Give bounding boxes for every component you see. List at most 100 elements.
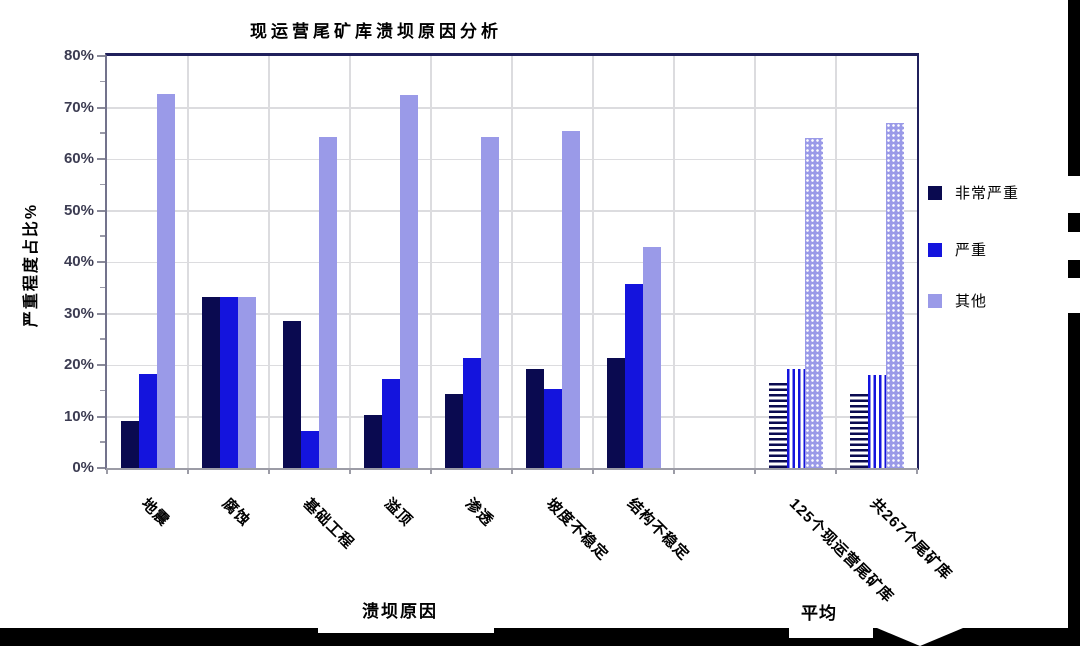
bar-series-1 xyxy=(867,375,886,468)
y-tick-mark xyxy=(97,55,105,57)
bar-series-1 xyxy=(138,374,157,468)
legend-swatch-severe xyxy=(928,242,942,257)
bar-series-0 xyxy=(363,414,382,468)
y-tick-label: 0% xyxy=(72,459,94,476)
bar-series-2 xyxy=(318,136,337,468)
legend-label: 其他 xyxy=(955,293,988,310)
gridline-vertical xyxy=(511,56,513,468)
x-tick-mark xyxy=(835,468,837,474)
y-tick-mark xyxy=(97,415,105,418)
bar-series-1 xyxy=(219,296,238,468)
y-tick-mark xyxy=(97,261,105,263)
bar-series-0 xyxy=(525,369,544,468)
bar-series-1 xyxy=(300,431,319,468)
bar-series-0 xyxy=(606,357,625,468)
x-tick-mark xyxy=(349,468,351,474)
bar-series-0 xyxy=(768,380,787,468)
y-tick-label: 20% xyxy=(63,356,94,373)
y-tick-label: 10% xyxy=(63,407,94,425)
bar-series-2 xyxy=(480,136,499,468)
gridline-vertical xyxy=(754,56,756,468)
x-tick-label: 共267个尾矿库 xyxy=(866,495,955,584)
plot-area xyxy=(105,53,919,470)
legend-item-other: 其他 xyxy=(928,290,987,311)
x-tick-mark xyxy=(268,468,270,474)
bar-series-1 xyxy=(462,357,481,468)
y-minor-tick-mark xyxy=(100,132,105,134)
x-tick-label: 基础工程 xyxy=(299,495,357,553)
y-minor-tick-mark xyxy=(100,389,105,392)
bar-series-2 xyxy=(156,93,175,468)
y-tick-mark xyxy=(97,106,105,109)
y-tick-label: 30% xyxy=(63,304,94,322)
y-minor-tick-mark xyxy=(100,286,105,289)
bar-series-2 xyxy=(885,122,904,468)
x-tick-mark xyxy=(106,468,108,474)
y-tick-mark xyxy=(97,209,105,212)
right-edge-black-strip xyxy=(1068,213,1080,232)
legend-label: 严重 xyxy=(955,242,988,259)
bar-series-0 xyxy=(120,421,139,468)
x-tick-label: 坡度不稳定 xyxy=(542,495,611,564)
gridline-vertical xyxy=(592,56,594,468)
gridline-vertical xyxy=(349,56,351,468)
right-edge-black-strip xyxy=(1068,313,1080,628)
bar-series-0 xyxy=(282,320,301,468)
bar-series-0 xyxy=(849,390,868,468)
gridline-vertical xyxy=(268,56,270,468)
chart-title: 现运营尾矿库溃坝原因分析 xyxy=(250,22,502,41)
gridline-vertical xyxy=(187,56,189,468)
bar-series-1 xyxy=(786,369,805,468)
y-minor-tick-mark xyxy=(100,441,105,443)
x-tick-label: 腐蚀 xyxy=(218,495,254,530)
x-tick-mark xyxy=(592,468,594,474)
bar-series-0 xyxy=(201,296,220,468)
x-tick-mark xyxy=(754,468,756,474)
right-edge-black-strip xyxy=(1068,0,1080,176)
legend-label: 非常严重 xyxy=(955,185,1020,202)
bar-series-1 xyxy=(381,379,400,468)
x-tick-label: 结构不稳定 xyxy=(623,495,692,564)
legend-swatch-very-severe xyxy=(928,185,942,200)
bar-series-1 xyxy=(624,284,643,468)
y-minor-tick-mark xyxy=(100,235,105,237)
x-axis-title: 溃坝原因 xyxy=(362,602,438,621)
x-tick-mark xyxy=(430,468,432,474)
gridline-vertical xyxy=(673,56,675,468)
x-tick-label: 渗透 xyxy=(461,495,497,530)
x-tick-mark xyxy=(916,468,918,474)
gridline-vertical xyxy=(430,56,432,468)
legend-swatch-other xyxy=(928,293,942,308)
y-tick-mark xyxy=(97,312,105,315)
x-tick-mark xyxy=(511,468,513,474)
bottom-band-white-notch xyxy=(318,628,494,633)
bar-series-2 xyxy=(561,131,580,468)
y-tick-label: 40% xyxy=(63,253,94,270)
average-group-label: 平均 xyxy=(801,604,837,623)
bottom-band-white-notch xyxy=(789,628,873,638)
bar-series-2 xyxy=(399,95,418,468)
bar-series-2 xyxy=(237,296,256,468)
x-tick-mark xyxy=(187,468,189,474)
bar-series-2 xyxy=(804,138,823,468)
gridline-vertical xyxy=(835,56,837,468)
y-minor-tick-mark xyxy=(100,338,105,340)
bar-series-0 xyxy=(444,394,463,468)
y-tick-label: 70% xyxy=(63,98,94,116)
y-tick-label: 60% xyxy=(63,150,94,167)
x-tick-mark xyxy=(673,468,675,474)
legend-item-severe: 严重 xyxy=(928,239,987,260)
bar-series-2 xyxy=(642,247,661,468)
bar-series-1 xyxy=(543,388,562,468)
right-edge-black-strip xyxy=(1068,260,1080,278)
y-minor-tick-mark xyxy=(100,80,105,83)
down-arrow-cutout xyxy=(877,628,963,646)
x-tick-label: 地震 xyxy=(137,495,173,530)
y-tick-mark xyxy=(97,467,105,469)
y-tick-mark xyxy=(97,158,105,160)
legend-item-very-severe: 非常严重 xyxy=(928,182,1019,203)
y-axis-title: 严重程度占比% xyxy=(23,202,40,328)
y-tick-label: 50% xyxy=(63,201,94,219)
y-tick-mark xyxy=(97,364,105,366)
y-minor-tick-mark xyxy=(100,183,105,186)
